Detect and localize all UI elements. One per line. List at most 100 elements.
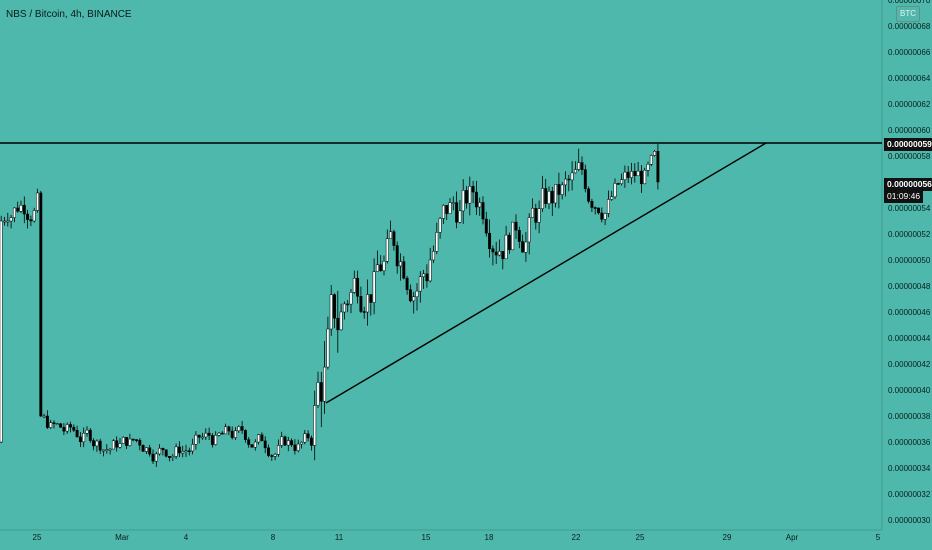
- y-tick-label: 0.00000064: [888, 74, 931, 83]
- candle-body: [6, 220, 10, 223]
- candle-body: [108, 448, 112, 451]
- candle-body: [45, 415, 49, 428]
- candle-body: [524, 241, 528, 253]
- candle-body: [92, 440, 96, 447]
- candle-body: [214, 435, 218, 445]
- candle-body: [290, 440, 294, 446]
- candle-body: [623, 171, 627, 180]
- candle-body: [415, 290, 419, 298]
- candle-body: [12, 207, 16, 218]
- candle-body: [570, 172, 574, 181]
- x-tick-label: 4: [184, 533, 189, 542]
- candle-body: [181, 451, 185, 454]
- x-tick-label: 25: [33, 533, 42, 542]
- candle-body: [220, 432, 224, 435]
- y-tick-label: 0.00000046: [888, 308, 931, 317]
- candle-body: [293, 444, 297, 451]
- y-tick-label: 0.00000038: [888, 412, 931, 421]
- candle-body: [484, 218, 488, 234]
- currency-badge[interactable]: BTC: [896, 6, 920, 22]
- candle-body: [425, 273, 429, 282]
- candle-body: [260, 434, 264, 442]
- candle-body: [580, 162, 584, 170]
- candle-body: [481, 202, 485, 220]
- candle-body: [257, 434, 261, 443]
- candle-body: [544, 188, 548, 204]
- candle-body: [309, 437, 313, 446]
- x-tick-label: Apr: [786, 533, 799, 542]
- candle-body: [3, 220, 6, 223]
- candle-body: [653, 151, 657, 156]
- y-tick-label: 0.00000058: [888, 152, 931, 161]
- candle-body: [118, 443, 122, 448]
- candle-body: [306, 433, 310, 439]
- candle-body: [65, 424, 69, 432]
- x-tick-label: 18: [485, 533, 494, 542]
- candle-body: [323, 366, 327, 402]
- candle-body: [356, 277, 360, 297]
- candle-body: [557, 184, 561, 195]
- candle-body: [85, 429, 89, 434]
- candle-body: [72, 426, 76, 431]
- candle-body: [319, 382, 323, 402]
- candle-body: [616, 183, 620, 185]
- candle-body: [382, 261, 386, 272]
- candle-body: [498, 251, 501, 256]
- candle-body: [39, 192, 43, 417]
- candle-body: [441, 205, 445, 219]
- candle-body: [280, 436, 284, 446]
- candle-body: [633, 171, 637, 177]
- candle-body: [144, 447, 148, 452]
- candle-body: [300, 441, 303, 445]
- candle-body: [326, 328, 330, 368]
- candle-body: [247, 439, 251, 445]
- candle-body: [82, 433, 86, 443]
- candle-body: [161, 447, 165, 451]
- candle-body: [342, 303, 346, 313]
- candle-body: [643, 170, 647, 185]
- candle-body: [527, 217, 531, 243]
- candle-body: [174, 446, 178, 457]
- candle-body: [243, 430, 247, 440]
- candle-body: [507, 234, 511, 251]
- candle-body: [316, 382, 320, 406]
- y-tick-label: 0.00000048: [888, 282, 931, 291]
- candle-body: [286, 440, 290, 446]
- y-tick-label: 0.00000042: [888, 360, 931, 369]
- candle-body: [131, 438, 135, 441]
- candle-body: [517, 229, 521, 242]
- x-tick-label: 25: [636, 533, 645, 542]
- candle-body: [606, 199, 610, 214]
- candle-body: [95, 440, 99, 447]
- y-tick-label: 0.00000060: [888, 126, 931, 135]
- candle-body: [171, 456, 175, 458]
- candle-body: [537, 208, 541, 223]
- candle-body: [478, 202, 482, 208]
- candle-body: [267, 447, 270, 456]
- candle-body: [385, 238, 389, 262]
- candle-body: [230, 430, 234, 438]
- candle-body: [471, 186, 475, 193]
- last-price-tag: 0.00000056: [884, 178, 932, 191]
- candle-body: [55, 423, 59, 425]
- candle-body: [567, 178, 571, 181]
- candle-body: [451, 202, 455, 204]
- x-tick-label: Mar: [115, 533, 129, 542]
- candle-body: [590, 201, 594, 208]
- candle-body: [521, 241, 525, 253]
- resistance-price-tag: 0.00000059: [884, 138, 932, 151]
- candle-body: [514, 221, 518, 231]
- candle-body: [227, 426, 231, 432]
- y-tick-label: 0.00000034: [888, 464, 931, 473]
- candle-body: [128, 438, 132, 446]
- candle-body: [346, 303, 350, 306]
- candle-body: [540, 188, 544, 209]
- candle-body: [465, 190, 468, 204]
- candle-body: [491, 248, 495, 253]
- candle-body: [204, 432, 208, 438]
- candle-body: [422, 273, 426, 277]
- candle-body: [501, 251, 505, 260]
- candle-body: [177, 446, 181, 454]
- candle-body: [649, 155, 653, 165]
